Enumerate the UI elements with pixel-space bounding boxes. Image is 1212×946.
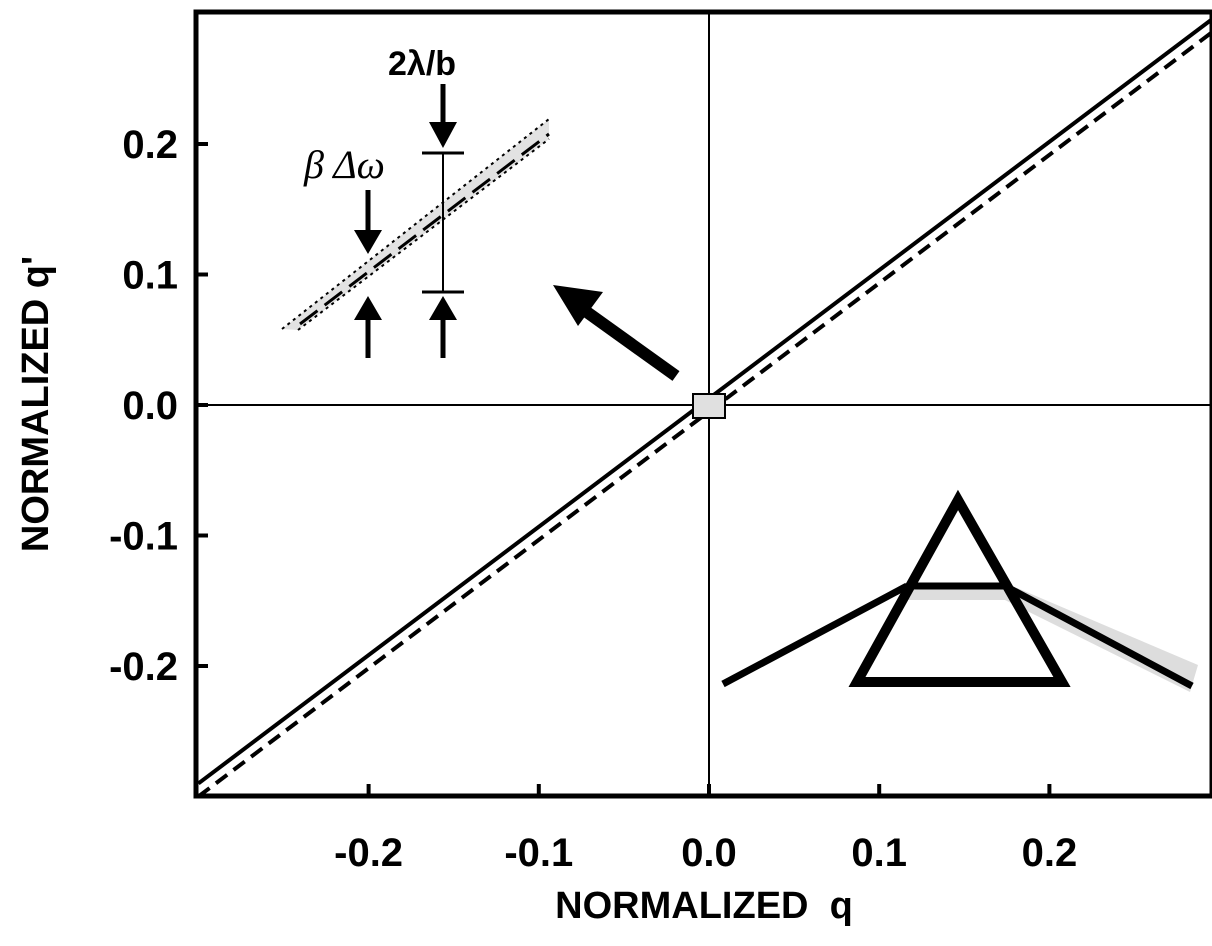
y-tick-label: -0.2 — [109, 645, 178, 689]
y-tick-label: 0.2 — [122, 123, 178, 167]
x-tick-label: 0.2 — [1022, 831, 1078, 875]
y-tick-label: 0.1 — [122, 254, 178, 298]
label-beta-delta-omega: β Δω — [303, 142, 385, 187]
inset-band — [281, 118, 550, 331]
label-2lambda-over-b: 2λ/b — [388, 45, 456, 83]
zoom-arrow — [553, 285, 680, 381]
x-tick-label: -0.2 — [334, 831, 403, 875]
spacing-marker — [422, 84, 464, 358]
axis-ticks: -0.2 -0.1 0.0 0.1 0.2 -0.2 -0.1 0.0 0.1 0.2 — [109, 123, 1077, 875]
y-tick-label: 0.0 — [122, 384, 178, 428]
zoom-box — [692, 393, 726, 419]
x-tick-label: -0.1 — [504, 831, 573, 875]
x-axis-title: NORMALIZED q — [555, 885, 853, 927]
plot-frame — [193, 9, 1212, 799]
prism-icon — [721, 489, 1198, 692]
x-tick-label: 0.1 — [851, 831, 907, 875]
x-tick-label: 0.0 — [681, 831, 737, 875]
y-axis-title: NORMALIZED q' — [15, 256, 57, 552]
width-arrows — [354, 190, 382, 358]
y-tick-label: -0.1 — [109, 515, 178, 559]
